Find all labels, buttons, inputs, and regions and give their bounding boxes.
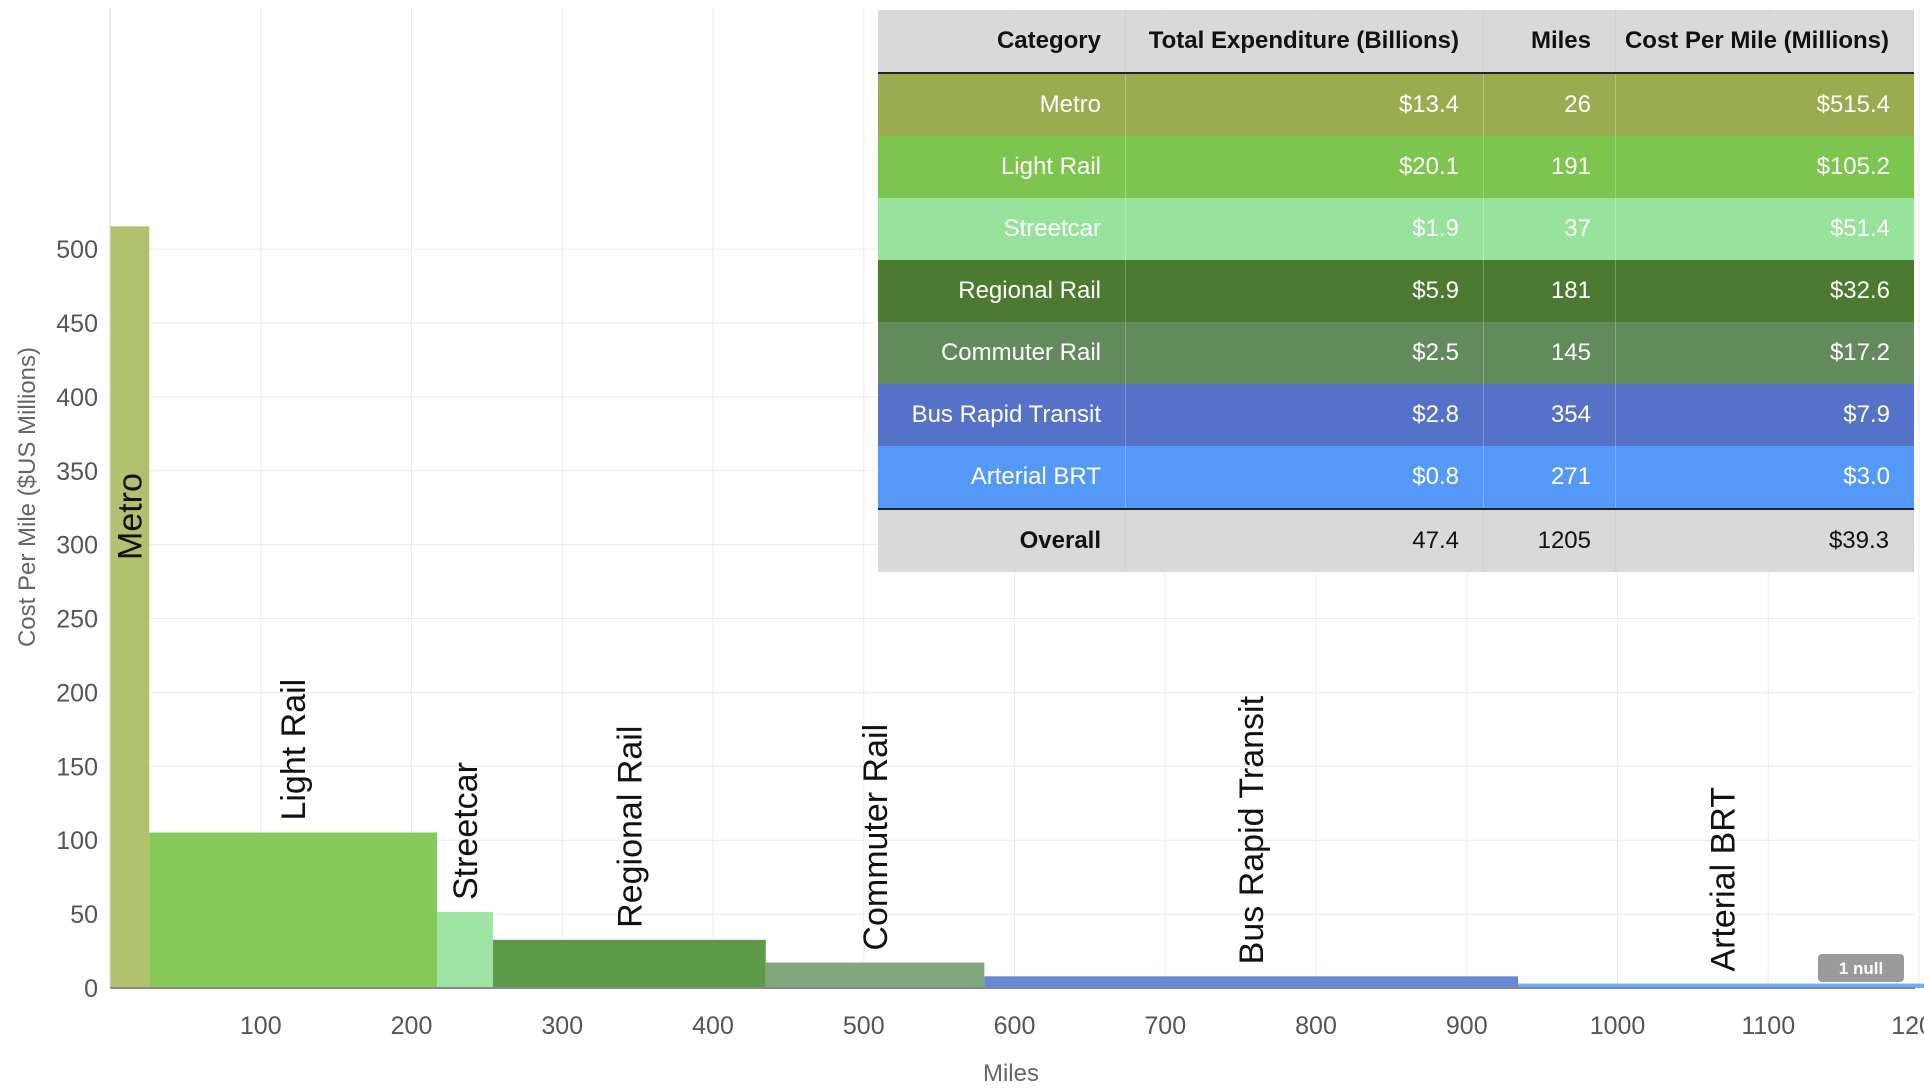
bar-metro: [110, 226, 150, 989]
row-expenditure: $2.8: [1126, 384, 1484, 446]
y-tick-label: 100: [56, 827, 98, 855]
row-category: Metro: [878, 74, 1126, 136]
x-axis-title: Miles: [983, 1060, 1039, 1087]
bar-light-rail: [149, 832, 438, 988]
row-category: Regional Rail: [878, 260, 1126, 322]
x-tick-label: 800: [1295, 1012, 1337, 1040]
table-row: Streetcar $1.9 37 $51.4: [878, 198, 1914, 260]
table-header-row: Category Total Expenditure (Billions) Mi…: [878, 10, 1914, 74]
row-miles: 145: [1484, 322, 1616, 384]
bar-label-light-rail: Light Rail: [275, 679, 313, 821]
table-row: Regional Rail $5.9 181 $32.6: [878, 260, 1914, 322]
row-category: Bus Rapid Transit: [878, 384, 1126, 446]
row-category: Light Rail: [878, 136, 1126, 198]
row-miles: 354: [1484, 384, 1616, 446]
y-axis-title: Cost Per Mile ($US Millions): [14, 347, 41, 647]
row-miles: 271: [1484, 446, 1616, 508]
table-row: Commuter Rail $2.5 145 $17.2: [878, 322, 1914, 384]
y-tick-label: 200: [56, 679, 98, 707]
x-tick-label: 400: [692, 1012, 734, 1040]
row-expenditure: $1.9: [1126, 198, 1484, 260]
overall-miles: 1205: [1484, 510, 1616, 572]
table-body: Metro $13.4 26 $515.4 Light Rail $20.1 191 $105…: [878, 74, 1914, 508]
x-tick-label: 1200: [1891, 1012, 1924, 1040]
header-miles: Miles: [1484, 10, 1616, 72]
tick-labels: 0 50 100 150 200 250 300 350 400 450 500 100 200 300 4…: [56, 236, 1924, 1040]
bar-label-arterial-brt: Arterial BRT: [1704, 787, 1742, 972]
row-miles: 181: [1484, 260, 1616, 322]
row-cost: $105.2: [1816, 153, 1890, 180]
header-category: Category: [878, 10, 1126, 72]
x-tick-label: 100: [240, 1012, 282, 1040]
summary-table: Category Total Expenditure (Billions) Mi…: [878, 10, 1914, 572]
y-tick-label: 50: [70, 901, 98, 929]
table-row: Metro $13.4 26 $515.4: [878, 74, 1914, 136]
bar-commuter-rail: [765, 962, 985, 988]
row-cost: $515.4: [1816, 91, 1890, 118]
x-tick-label: 300: [541, 1012, 583, 1040]
x-tick-label: 900: [1446, 1012, 1488, 1040]
bar-regional-rail: [492, 939, 766, 988]
row-cost: $32.6: [1829, 277, 1890, 304]
bar-label-regional-rail: Regional Rail: [611, 726, 649, 928]
row-miles: 37: [1484, 198, 1616, 260]
bar-label-metro: Metro: [112, 473, 150, 560]
row-cost: $7.9: [1843, 401, 1890, 428]
overall-label: Overall: [878, 510, 1126, 572]
table-row: Arterial BRT $0.8 271 $3.0: [878, 446, 1914, 508]
bar-bus-rapid-transit: [984, 976, 1519, 988]
y-tick-label: 250: [56, 606, 98, 634]
y-tick-label: 300: [56, 532, 98, 560]
null-indicator: 1 null: [1818, 954, 1904, 982]
x-tick-label: 500: [843, 1012, 885, 1040]
y-tick-label: 450: [56, 310, 98, 338]
y-tick-label: 0: [84, 975, 98, 1003]
x-tick-label: 1100: [1741, 1012, 1795, 1040]
row-miles: 26: [1484, 74, 1616, 136]
y-tick-label: 150: [56, 753, 98, 781]
row-expenditure: $0.8: [1126, 446, 1484, 508]
overall-cost: $39.3: [1616, 510, 1914, 572]
bar-label-bus-rapid-transit: Bus Rapid Transit: [1233, 695, 1271, 964]
row-miles: 191: [1484, 136, 1616, 198]
table-row: Light Rail $20.1 191 $105.2: [878, 136, 1914, 198]
row-expenditure: $2.5: [1126, 322, 1484, 384]
row-category: Commuter Rail: [878, 322, 1126, 384]
x-tick-label: 200: [391, 1012, 433, 1040]
row-cost: $51.4: [1829, 215, 1890, 242]
row-cost: $3.0: [1843, 463, 1890, 490]
bar-label-streetcar: Streetcar: [447, 762, 485, 900]
row-cost: $17.2: [1829, 339, 1890, 366]
y-tick-label: 500: [56, 236, 98, 264]
bar-labels: Metro Light Rail Streetcar Regional Rail Com…: [112, 473, 1743, 971]
overall-expenditure: 47.4: [1126, 510, 1484, 572]
x-tick-label: 700: [1144, 1012, 1186, 1040]
row-expenditure: $20.1: [1126, 136, 1484, 198]
row-category: Arterial BRT: [878, 446, 1126, 508]
x-tick-label: 1000: [1590, 1012, 1646, 1040]
bar-arterial-brt: [1518, 983, 1924, 988]
row-expenditure: $13.4: [1126, 74, 1484, 136]
bar-label-commuter-rail: Commuter Rail: [857, 724, 895, 951]
null-indicator-text: 1 null: [1839, 959, 1883, 978]
header-cost-per-mile: Cost Per Mile (Millions): [1616, 10, 1914, 72]
bars: [110, 226, 1924, 989]
x-tick-label: 600: [994, 1012, 1036, 1040]
table-row: Bus Rapid Transit $2.8 354 $7.9: [878, 384, 1914, 446]
header-total-expenditure: Total Expenditure (Billions): [1126, 10, 1484, 72]
null-indicator-badge: [1818, 954, 1904, 982]
bar-streetcar: [437, 912, 493, 988]
axes: [109, 8, 1915, 989]
table-overall-row: Overall 47.4 1205 $39.3: [878, 508, 1914, 572]
row-expenditure: $5.9: [1126, 260, 1484, 322]
y-tick-label: 350: [56, 458, 98, 486]
y-tick-label: 400: [56, 384, 98, 412]
row-category: Streetcar: [878, 198, 1126, 260]
